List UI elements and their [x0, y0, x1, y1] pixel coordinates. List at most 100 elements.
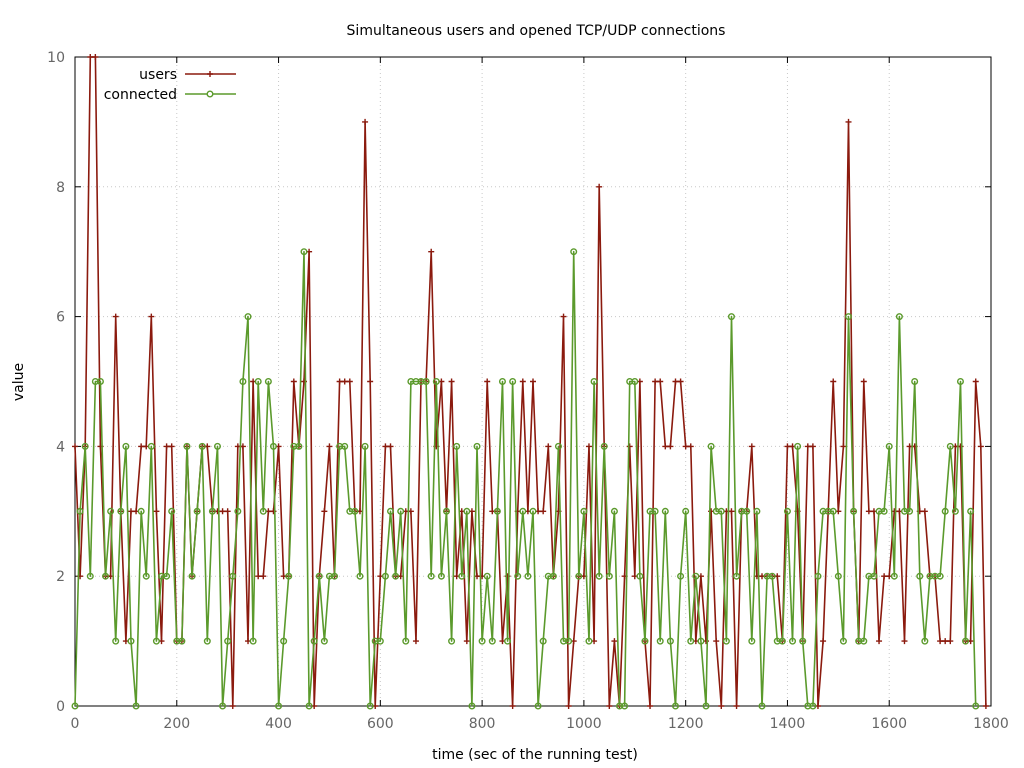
data-point-connected [621, 702, 629, 710]
data-point-connected [285, 572, 293, 580]
data-point-users [977, 443, 984, 450]
data-point-connected [916, 572, 924, 580]
data-point-users [937, 638, 944, 645]
data-point-connected [697, 637, 705, 645]
data-point-users [127, 508, 134, 515]
data-point-connected [442, 507, 450, 515]
x-axis-label: time (sec of the running test) [432, 747, 638, 763]
data-point-connected [610, 507, 618, 515]
x-tick-label: 1000 [566, 716, 602, 732]
data-point-connected [702, 702, 710, 710]
data-point-users [982, 703, 989, 709]
data-point-connected [956, 378, 964, 386]
data-point-connected [600, 442, 608, 450]
data-point-users [229, 703, 236, 709]
data-point-connected [748, 637, 756, 645]
data-point-users [809, 443, 816, 450]
data-point-connected [585, 637, 593, 645]
data-point-connected [885, 442, 893, 450]
data-point-connected [768, 572, 776, 580]
series-connected [71, 248, 980, 710]
data-point-connected [921, 637, 929, 645]
data-point-users [942, 638, 949, 645]
data-point-connected [473, 442, 481, 450]
data-point-connected [641, 637, 649, 645]
data-point-users [341, 378, 348, 385]
data-point-connected [387, 507, 395, 515]
data-point-connected [208, 507, 216, 515]
data-point-connected [890, 572, 898, 580]
data-point-connected [224, 637, 232, 645]
x-tick-label: 1600 [871, 716, 907, 732]
data-point-users [784, 443, 791, 450]
data-point-connected [213, 442, 221, 450]
data-point-connected [951, 507, 959, 515]
data-point-connected [137, 507, 145, 515]
data-point-users [509, 703, 516, 709]
data-point-users [336, 378, 343, 385]
data-point-users [560, 313, 567, 320]
data-point-connected [692, 572, 700, 580]
x-tick-label: 400 [265, 716, 292, 732]
legend: users connected [104, 67, 236, 103]
data-point-users [972, 378, 979, 385]
data-point-connected [269, 442, 277, 450]
data-point-connected [946, 442, 954, 450]
data-point-connected [845, 313, 853, 321]
data-point-connected [794, 442, 802, 450]
data-point-connected [834, 572, 842, 580]
data-point-connected [636, 572, 644, 580]
data-point-connected [102, 572, 110, 580]
data-point-connected [478, 637, 486, 645]
data-point-users [484, 378, 491, 385]
data-point-connected [529, 507, 537, 515]
data-point-connected [554, 442, 562, 450]
grid [75, 57, 991, 706]
data-point-connected [361, 442, 369, 450]
x-tick-label: 800 [469, 716, 496, 732]
y-tick-label: 10 [47, 50, 65, 66]
data-point-users [728, 508, 735, 515]
data-point-connected [427, 572, 435, 580]
data-point-users [148, 313, 155, 320]
chart-title: Simultaneous users and opened TCP/UDP co… [347, 23, 726, 39]
y-axis-label: value [11, 363, 27, 401]
data-point-connected [468, 702, 476, 710]
data-point-connected [666, 637, 674, 645]
data-point-users [255, 573, 262, 580]
data-point-users [362, 118, 369, 125]
data-point-connected [86, 572, 94, 580]
data-point-connected [631, 378, 639, 386]
data-point-connected [789, 637, 797, 645]
y-tick-label: 6 [56, 310, 65, 326]
data-point-connected [356, 572, 364, 580]
data-point-users [657, 378, 664, 385]
data-point-connected [783, 507, 791, 515]
data-point-connected [300, 248, 308, 256]
data-point-connected [509, 378, 517, 386]
data-point-users [290, 378, 297, 385]
data-point-connected [483, 572, 491, 580]
data-point-users [606, 703, 613, 709]
data-point-connected [448, 637, 456, 645]
data-point-connected [351, 507, 359, 515]
data-point-users [596, 183, 603, 190]
data-point-users [733, 703, 740, 709]
data-point-users [346, 378, 353, 385]
data-point-connected [376, 637, 384, 645]
data-point-users [667, 443, 674, 450]
data-point-connected [152, 637, 160, 645]
data-point-connected [71, 702, 79, 710]
data-point-connected [112, 637, 120, 645]
data-point-connected [514, 572, 522, 580]
data-point-connected [147, 442, 155, 450]
data-point-connected [310, 637, 318, 645]
data-point-connected [839, 637, 847, 645]
legend-marker-users [207, 71, 213, 77]
data-point-connected [117, 507, 125, 515]
data-point-connected [402, 637, 410, 645]
data-point-users [87, 54, 94, 60]
data-point-connected [595, 572, 603, 580]
data-point-users [611, 638, 618, 645]
